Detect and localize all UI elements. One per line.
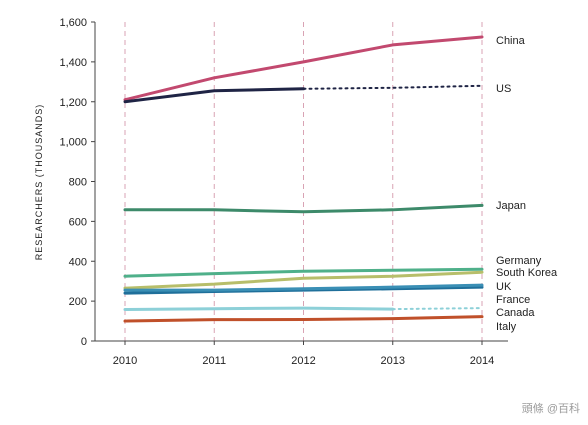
y-tick-label: 1,400 — [59, 57, 87, 69]
x-tick-label: 2014 — [470, 355, 494, 367]
y-tick-label: 1,200 — [59, 97, 87, 109]
series-label-france: France — [496, 294, 530, 306]
y-tick-label: 800 — [69, 177, 87, 189]
series-label-china: China — [496, 35, 526, 47]
series-projection-us — [302, 84, 483, 90]
x-tick-label: 2012 — [291, 355, 315, 367]
series-label-germany: Germany — [496, 255, 542, 267]
y-tick-label: 200 — [69, 296, 87, 308]
y-tick-label: 1,600 — [59, 17, 87, 29]
series-label-south-korea: South Korea — [496, 267, 558, 279]
x-tick-labels: 2010 2011 2012 2013 2014 — [113, 341, 494, 367]
y-tick-label: 0 — [81, 336, 87, 348]
series-germany — [123, 267, 484, 278]
y-tick-labels: 0 200 400 600 800 1,000 1,200 1,400 1,600 — [59, 17, 95, 348]
series-projection-canada — [391, 307, 483, 311]
y-tick-label: 1,000 — [59, 137, 87, 149]
series-label-canada: Canada — [496, 307, 535, 319]
series-line-canada — [123, 306, 395, 311]
series-label-italy: Italy — [496, 321, 517, 333]
series-label-japan: Japan — [496, 200, 526, 212]
series-lines — [123, 35, 484, 323]
series-label-uk: UK — [496, 281, 512, 293]
series-south-korea — [123, 270, 484, 290]
y-tick-label: 600 — [69, 216, 87, 228]
series-line-us — [123, 87, 305, 104]
watermark-text: 頭條 @百科 — [522, 401, 580, 415]
series-us — [123, 84, 483, 104]
series-france — [123, 283, 484, 292]
series-china — [123, 35, 484, 102]
x-tick-label: 2010 — [113, 355, 137, 367]
series-line-china — [123, 35, 484, 102]
series-line-japan — [123, 203, 484, 214]
series-line-germany — [123, 267, 484, 278]
series-italy — [123, 315, 484, 323]
y-tick-label: 400 — [69, 256, 87, 268]
series-line-south-korea — [123, 270, 484, 290]
series-line-italy — [123, 315, 484, 323]
y-axis-title: RESEARCHERS (THOUSANDS) — [34, 104, 44, 261]
x-tick-label: 2011 — [202, 355, 226, 367]
series-label-us: US — [496, 83, 511, 95]
series-canada — [123, 306, 483, 311]
series-line-france — [123, 283, 484, 292]
series-japan — [123, 203, 484, 214]
x-tick-label: 2013 — [381, 355, 405, 367]
